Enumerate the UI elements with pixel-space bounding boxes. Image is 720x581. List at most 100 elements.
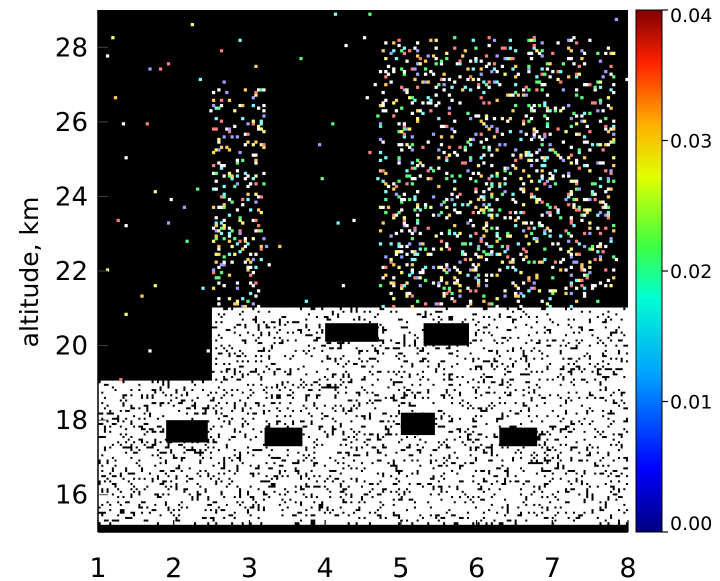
heatmap-cell xyxy=(288,391,293,395)
heatmap-cell xyxy=(267,518,271,523)
heatmap-cell xyxy=(288,344,293,348)
heatmap-cell xyxy=(153,490,157,494)
heatmap-cell xyxy=(204,385,208,390)
heatmap-cell xyxy=(310,315,314,319)
heatmap-cell xyxy=(264,344,269,348)
heatmap-cell xyxy=(217,372,221,376)
heatmap-cell xyxy=(275,357,279,361)
heatmap-cell xyxy=(113,409,118,413)
heatmap-cell xyxy=(209,109,213,113)
heatmap-cell xyxy=(310,385,314,390)
heatmap-cell xyxy=(233,346,237,350)
heatmap-cell xyxy=(100,432,104,437)
heatmap-cell xyxy=(113,495,118,499)
heatmap-cell xyxy=(291,346,295,350)
heatmap-cell xyxy=(196,505,200,510)
heatmap-cell xyxy=(299,380,303,384)
heatmap-cell xyxy=(262,307,266,311)
heatmap-cell xyxy=(257,385,261,390)
heatmap-cell xyxy=(198,401,202,405)
heatmap-cell xyxy=(302,396,306,400)
heatmap-cell xyxy=(217,265,221,269)
plot-area xyxy=(98,10,628,532)
heatmap-cell xyxy=(262,396,266,400)
heatmap-cell xyxy=(317,349,322,353)
heatmap-cell xyxy=(211,286,216,290)
heatmap-cell xyxy=(238,404,242,408)
heatmap-cell xyxy=(241,503,245,507)
heatmap-cell xyxy=(275,490,279,494)
heatmap-cell xyxy=(254,140,258,144)
heatmap-cell xyxy=(98,430,102,434)
heatmap-cell xyxy=(98,451,102,455)
heatmap-cell xyxy=(198,464,202,468)
heatmap-cell xyxy=(272,458,277,463)
heatmap-cell xyxy=(264,406,269,410)
heatmap-cell xyxy=(243,304,247,309)
heatmap-cell xyxy=(217,252,221,256)
heatmap-cell xyxy=(116,453,120,457)
heatmap-cell xyxy=(108,466,112,470)
heatmap-cell xyxy=(153,477,157,481)
heatmap-cell xyxy=(148,516,152,520)
heatmap-cell xyxy=(119,518,123,523)
heatmap-cell xyxy=(158,414,163,418)
heatmap-cell xyxy=(206,505,210,510)
heatmap-cell xyxy=(275,511,279,515)
heatmap-cell xyxy=(262,521,266,525)
heatmap-cell xyxy=(132,383,136,387)
heatmap-cell xyxy=(272,419,277,423)
heatmap-cell xyxy=(254,508,258,512)
heatmap-cell xyxy=(214,216,218,220)
heatmap-cell xyxy=(140,503,144,507)
heatmap-cell xyxy=(302,461,306,465)
heatmap-cell xyxy=(272,406,277,410)
heatmap-cell xyxy=(238,516,242,520)
heatmap-cell xyxy=(132,427,136,431)
heatmap-cell xyxy=(310,317,314,322)
heatmap-cell xyxy=(219,409,224,413)
heatmap-cell xyxy=(188,404,192,408)
heatmap-cell xyxy=(161,411,165,416)
heatmap-cell xyxy=(166,511,171,515)
heatmap-cell xyxy=(164,464,168,468)
heatmap-cell xyxy=(161,513,165,517)
heatmap-cell xyxy=(275,328,279,332)
heatmap-cell xyxy=(151,458,155,463)
heatmap-cell xyxy=(283,338,287,343)
heatmap-cell xyxy=(246,464,250,468)
heatmap-cell xyxy=(230,323,234,327)
heatmap-cell xyxy=(246,370,250,374)
heatmap-cell xyxy=(98,414,102,418)
heatmap-cell xyxy=(211,171,216,176)
heatmap-cell xyxy=(307,383,311,387)
heatmap-cell xyxy=(137,516,141,520)
heatmap-cell xyxy=(254,294,258,298)
heatmap-cell xyxy=(103,487,107,491)
heatmap-cell xyxy=(235,349,240,353)
heatmap-cell xyxy=(272,367,277,371)
heatmap-cell xyxy=(217,307,221,311)
heatmap-cell xyxy=(225,362,229,366)
heatmap-cell xyxy=(211,364,216,369)
heatmap-cell xyxy=(262,391,266,395)
heatmap-cell xyxy=(283,307,287,311)
heatmap-cell xyxy=(254,153,258,157)
heatmap-cell xyxy=(172,482,176,486)
heatmap-cell xyxy=(296,466,300,470)
heatmap-cell xyxy=(214,398,218,403)
heatmap-cell xyxy=(151,422,155,426)
heatmap-cell xyxy=(132,503,136,507)
heatmap-cell xyxy=(211,354,216,358)
heatmap-cell xyxy=(294,359,298,363)
heatmap-cell xyxy=(246,257,250,262)
heatmap-cell xyxy=(140,432,144,437)
heatmap-cell xyxy=(135,482,139,486)
heatmap-cell xyxy=(259,122,263,126)
heatmap-cell xyxy=(127,451,131,455)
heatmap-cell xyxy=(172,388,176,392)
heatmap-cell xyxy=(294,477,298,481)
heatmap-cell xyxy=(209,380,213,384)
heatmap-cell xyxy=(119,477,123,481)
heatmap-cell xyxy=(196,516,200,520)
